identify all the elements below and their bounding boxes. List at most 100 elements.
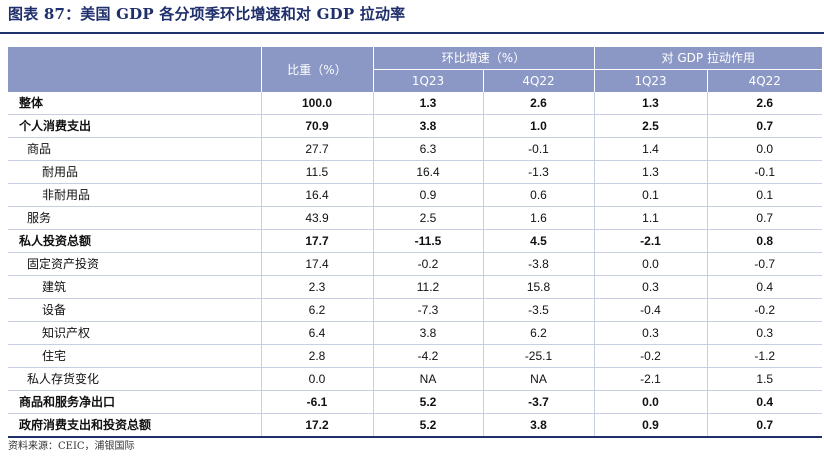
cell-contrib-1q23: 1.1 <box>593 206 707 230</box>
cell-growth-4q22: -25.1 <box>482 344 594 368</box>
cell-growth-1q23: 2.5 <box>372 206 483 230</box>
header-growth-group: 环比增速（%） <box>372 47 594 70</box>
table-row: 政府消费支出和投资总额 17.2 5.2 3.8 0.9 0.7 <box>8 413 822 438</box>
cell-growth-1q23: 11.2 <box>372 275 483 299</box>
cell-weight: 17.4 <box>260 252 373 276</box>
row-label: 政府消费支出和投资总额 <box>8 413 261 438</box>
cell-contrib-1q23: 0.3 <box>593 275 707 299</box>
table-row: 耐用品 11.5 16.4 -1.3 1.3 -0.1 <box>8 160 822 184</box>
cell-contrib-4q22: -1.2 <box>706 344 822 368</box>
cell-contrib-4q22: 0.8 <box>706 229 822 253</box>
cell-contrib-1q23: -0.4 <box>593 298 707 322</box>
row-label: 设备 <box>8 298 261 322</box>
row-label: 个人消费支出 <box>8 114 261 138</box>
cell-growth-1q23: 5.2 <box>372 390 483 414</box>
row-label: 耐用品 <box>8 160 261 184</box>
header-weight: 比重（%） <box>260 47 373 92</box>
cell-growth-4q22: 6.2 <box>482 321 594 345</box>
cell-contrib-1q23: 1.4 <box>593 137 707 161</box>
table-row: 整体 100.0 1.3 2.6 1.3 2.6 <box>8 92 822 115</box>
cell-contrib-1q23: -2.1 <box>593 229 707 253</box>
cell-growth-4q22: -1.3 <box>482 160 594 184</box>
cell-growth-1q23: -11.5 <box>372 229 483 253</box>
cell-contrib-4q22: 0.3 <box>706 321 822 345</box>
source-note: 资料来源：CEIC，浦银国际 <box>8 441 135 452</box>
table-row: 服务 43.9 2.5 1.6 1.1 0.7 <box>8 206 822 230</box>
cell-growth-4q22: -3.7 <box>482 390 594 414</box>
cell-contrib-4q22: 0.7 <box>706 206 822 230</box>
cell-weight: 43.9 <box>260 206 373 230</box>
cell-contrib-4q22: 2.6 <box>706 92 822 115</box>
cell-weight: 6.4 <box>260 321 373 345</box>
header-contribution-group: 对 GDP 拉动作用 <box>593 47 822 70</box>
row-label: 整体 <box>8 92 261 115</box>
table-row: 私人存货变化 0.0 NA NA -2.1 1.5 <box>8 367 822 391</box>
cell-growth-1q23: NA <box>372 367 483 391</box>
cell-growth-4q22: 15.8 <box>482 275 594 299</box>
table-row: 固定资产投资 17.4 -0.2 -3.8 0.0 -0.7 <box>8 252 822 276</box>
header-contrib-1q23: 1Q23 <box>593 69 707 92</box>
cell-growth-4q22: 0.6 <box>482 183 594 207</box>
cell-weight: 2.8 <box>260 344 373 368</box>
table-row: 商品 27.7 6.3 -0.1 1.4 0.0 <box>8 137 822 161</box>
cell-growth-1q23: 6.3 <box>372 137 483 161</box>
cell-growth-1q23: 3.8 <box>372 321 483 345</box>
cell-contrib-4q22: 0.1 <box>706 183 822 207</box>
cell-growth-1q23: 5.2 <box>372 413 483 438</box>
cell-contrib-1q23: 2.5 <box>593 114 707 138</box>
header-contrib-4q22: 4Q22 <box>706 69 822 92</box>
cell-weight: 2.3 <box>260 275 373 299</box>
cell-weight: 11.5 <box>260 160 373 184</box>
cell-contrib-4q22: -0.2 <box>706 298 822 322</box>
cell-weight: 27.7 <box>260 137 373 161</box>
cell-weight: -6.1 <box>260 390 373 414</box>
row-label: 建筑 <box>8 275 261 299</box>
cell-growth-1q23: 16.4 <box>372 160 483 184</box>
cell-contrib-4q22: 0.4 <box>706 275 822 299</box>
cell-growth-4q22: 1.0 <box>482 114 594 138</box>
cell-growth-1q23: -7.3 <box>372 298 483 322</box>
header-growth-1q23: 1Q23 <box>372 69 483 92</box>
figure-title: 图表 87：美国 GDP 各分项季环比增速和对 GDP 拉动率 <box>8 5 406 23</box>
table-row: 建筑 2.3 11.2 15.8 0.3 0.4 <box>8 275 822 299</box>
row-label: 商品和服务净出口 <box>8 390 261 414</box>
cell-contrib-1q23: -0.2 <box>593 344 707 368</box>
cell-contrib-1q23: 0.9 <box>593 413 707 438</box>
table-row: 个人消费支出 70.9 3.8 1.0 2.5 0.7 <box>8 114 822 138</box>
row-label: 私人存货变化 <box>8 367 261 391</box>
row-label: 非耐用品 <box>8 183 261 207</box>
table-row: 商品和服务净出口 -6.1 5.2 -3.7 0.0 0.4 <box>8 390 822 414</box>
cell-growth-1q23: 3.8 <box>372 114 483 138</box>
table-row: 设备 6.2 -7.3 -3.5 -0.4 -0.2 <box>8 298 822 322</box>
cell-contrib-4q22: 0.0 <box>706 137 822 161</box>
cell-growth-4q22: 2.6 <box>482 92 594 115</box>
cell-contrib-4q22: -0.7 <box>706 252 822 276</box>
cell-contrib-1q23: -2.1 <box>593 367 707 391</box>
table-row: 非耐用品 16.4 0.9 0.6 0.1 0.1 <box>8 183 822 207</box>
cell-growth-4q22: 3.8 <box>482 413 594 438</box>
cell-growth-4q22: NA <box>482 367 594 391</box>
header-label-blank <box>8 47 261 92</box>
cell-growth-1q23: 0.9 <box>372 183 483 207</box>
cell-weight: 6.2 <box>260 298 373 322</box>
table-row: 私人投资总额 17.7 -11.5 4.5 -2.1 0.8 <box>8 229 822 253</box>
cell-growth-1q23: 1.3 <box>372 92 483 115</box>
cell-growth-4q22: -0.1 <box>482 137 594 161</box>
cell-contrib-4q22: 0.7 <box>706 114 822 138</box>
cell-weight: 17.2 <box>260 413 373 438</box>
cell-contrib-1q23: 0.3 <box>593 321 707 345</box>
cell-growth-4q22: 1.6 <box>482 206 594 230</box>
cell-growth-4q22: -3.5 <box>482 298 594 322</box>
cell-growth-4q22: -3.8 <box>482 252 594 276</box>
cell-contrib-4q22: -0.1 <box>706 160 822 184</box>
cell-contrib-4q22: 0.7 <box>706 413 822 438</box>
gdp-components-table: 比重（%） 环比增速（%） 对 GDP 拉动作用 1Q23 4Q22 1Q23 … <box>8 47 822 438</box>
cell-contrib-4q22: 0.4 <box>706 390 822 414</box>
cell-weight: 17.7 <box>260 229 373 253</box>
row-label: 住宅 <box>8 344 261 368</box>
row-label: 私人投资总额 <box>8 229 261 253</box>
cell-weight: 70.9 <box>260 114 373 138</box>
row-label: 服务 <box>8 206 261 230</box>
table-row: 知识产权 6.4 3.8 6.2 0.3 0.3 <box>8 321 822 345</box>
cell-growth-4q22: 4.5 <box>482 229 594 253</box>
